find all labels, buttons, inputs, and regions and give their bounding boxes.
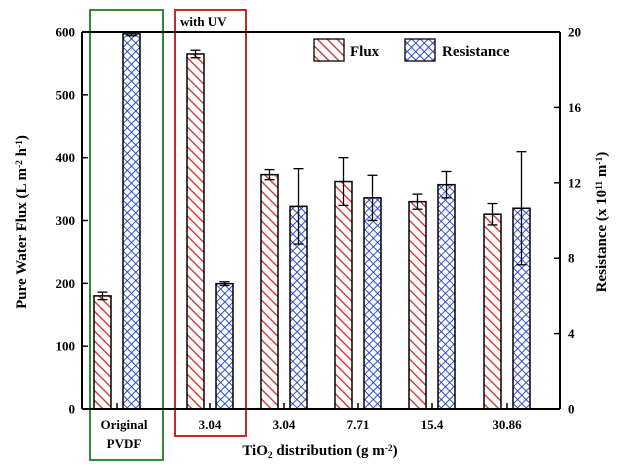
tick-label-left: 600 — [56, 25, 76, 40]
y-axis-right-title-script: 11 — [595, 181, 605, 190]
legend-label-resistance: Resistance — [442, 44, 510, 60]
tick-label-left: 500 — [56, 87, 76, 102]
category-label-5: 30.86 — [492, 417, 522, 432]
category-label-0: Original — [101, 417, 148, 432]
error-bar-resistance-2 — [293, 168, 304, 245]
bar-resistance-1 — [215, 282, 234, 410]
bar-flux-0 — [93, 295, 112, 410]
bar-resistance-3 — [363, 197, 382, 410]
y-axis-right-title-script: -1 — [595, 156, 605, 164]
x-axis-title: TiO2 distribution (g m-2) — [242, 443, 397, 461]
y-axis-left-title-script: -1 — [15, 140, 25, 148]
error-bar-resistance-4 — [441, 170, 452, 199]
y-axis-right-title-part: m — [594, 164, 610, 181]
category-label-0: PVDF — [107, 436, 142, 451]
y-axis-left-title: Pure Water Flux (L m-2 h-1) — [14, 135, 30, 309]
bar-flux-1 — [186, 53, 205, 410]
error-bar-resistance-1 — [219, 281, 230, 287]
tick-label-left: 400 — [56, 150, 76, 165]
annotation-box-original — [89, 9, 164, 461]
tick-label-left: 100 — [56, 339, 76, 354]
x-axis-title-part: distribution (g m — [273, 443, 386, 459]
tick-label-left: 200 — [56, 276, 76, 291]
error-bar-flux-4 — [412, 193, 423, 210]
x-axis-title-script: -2 — [385, 444, 393, 454]
error-bar-flux-0 — [97, 291, 108, 301]
tick-label-left: 0 — [69, 402, 76, 417]
y-axis-left-title-part: h — [14, 147, 30, 160]
category-label-2: 3.04 — [273, 417, 296, 432]
x-axis-title-part: ) — [393, 443, 398, 459]
x-axis-title-part: TiO — [242, 443, 268, 459]
x-axis-title-script: 2 — [268, 451, 273, 461]
error-bar-flux-1 — [190, 49, 201, 59]
bar-flux-3 — [334, 180, 353, 410]
category-label-4: 15.4 — [421, 417, 444, 432]
bar-flux-4 — [408, 200, 427, 410]
category-label-1: 3.04 — [199, 417, 222, 432]
y-axis-left-title-script: -2 — [15, 160, 25, 168]
bar-resistance-4 — [437, 183, 456, 410]
y-axis-right-title-part: ) — [594, 152, 610, 157]
legend-label-flux: Flux — [350, 44, 380, 60]
annotation-box-with-uv — [174, 9, 247, 437]
y-axis-right-title: Resistance (x 1011 m-1) — [594, 152, 610, 293]
y-axis-left-title-part: ) — [14, 135, 30, 140]
legend: Flux Resistance — [313, 38, 510, 62]
error-bar-resistance-5 — [516, 151, 527, 266]
y-axis-right-title-part: Resistance (x 10 — [594, 190, 610, 292]
legend-swatch-flux — [313, 38, 345, 62]
tick-label-left: 300 — [56, 213, 76, 228]
error-bar-resistance-3 — [367, 174, 378, 222]
category-label-3: 7.71 — [347, 417, 370, 432]
bar-flux-2 — [260, 173, 279, 410]
error-bar-flux-3 — [338, 157, 349, 207]
annotation-label-with-uv: with UV — [180, 14, 227, 29]
tick-label-right: 20 — [568, 25, 581, 40]
annotation-layer: with UV — [89, 9, 247, 461]
legend-swatch-resistance — [404, 38, 436, 62]
tick-label-right: 16 — [568, 100, 582, 115]
tick-label-right: 0 — [568, 402, 575, 417]
bars-layer — [93, 31, 531, 410]
tick-label-right: 4 — [568, 326, 575, 341]
bar-resistance-0 — [122, 33, 141, 410]
error-bar-flux-2 — [264, 168, 275, 181]
axes-layer: 0 100 200 300 400 500 600 0 4 8 12 16 20 Original PVDF… — [14, 25, 610, 462]
tick-label-right: 8 — [568, 251, 575, 266]
y-axis-left-title-part: Pure Water Flux (L m — [14, 168, 30, 309]
error-bar-flux-5 — [487, 202, 498, 226]
bar-flux-5 — [483, 213, 502, 410]
tick-label-right: 12 — [568, 175, 581, 190]
